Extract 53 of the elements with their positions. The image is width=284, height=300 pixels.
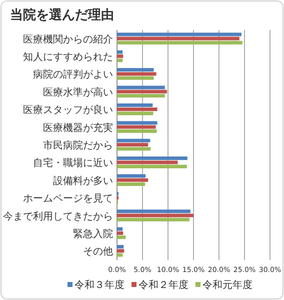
bar [117,112,154,116]
bar [117,103,153,107]
bar [117,147,151,151]
y-tick-label: 知人にすすめられた [23,51,113,64]
y-tick-label: 医療水準が高い [43,86,113,98]
bar [117,214,194,218]
y-tick-label: 緊急入院 [73,228,113,240]
bar [117,40,242,44]
y-tick-label: 自宅・職場に近い [33,157,113,170]
bar [117,164,187,168]
bar [117,160,178,164]
y-tick-label: その他 [83,246,113,258]
bar [117,218,190,222]
y-tick-label: 病院の評判がよい [33,68,113,81]
bar [117,138,150,142]
bar [117,142,148,146]
bar [117,76,154,80]
legend-label: 令和２年度 [138,279,188,291]
bar [117,227,123,231]
bar [117,94,165,98]
y-tick-label: 設備料が多い [53,174,113,187]
bar [117,90,167,94]
bar [117,253,123,257]
y-tick-label: 市民病院だから [43,140,113,152]
bar [117,249,124,253]
bar [117,32,242,36]
bar [117,36,240,40]
chart-title: 当院を選んだ理由 [10,7,114,23]
bar [117,68,154,72]
bar [117,125,156,129]
bar [117,72,156,76]
y-tick-label: ホームページを見て [23,194,113,205]
y-tick-label: 今まで利用してきたから [3,210,113,222]
bar [117,210,190,214]
bar [117,58,123,62]
legend-label: 令和３年度 [74,279,124,291]
legend-label: 令和元年度 [202,279,252,291]
y-tick-label: 医療機関からの紹介 [23,33,113,46]
bar [117,174,146,178]
bar [117,129,157,133]
bar [117,236,126,240]
bar [117,54,124,58]
bar [117,244,124,248]
bar [117,121,158,125]
bar [117,108,158,112]
bar [117,182,146,186]
bar [117,231,124,235]
bar [117,178,148,182]
y-tick-label: 医療機器が充実 [43,122,113,134]
bar [117,156,188,160]
bar [117,86,165,90]
y-tick-label: 医療スタッフが良い [23,104,113,116]
bar [117,50,123,54]
